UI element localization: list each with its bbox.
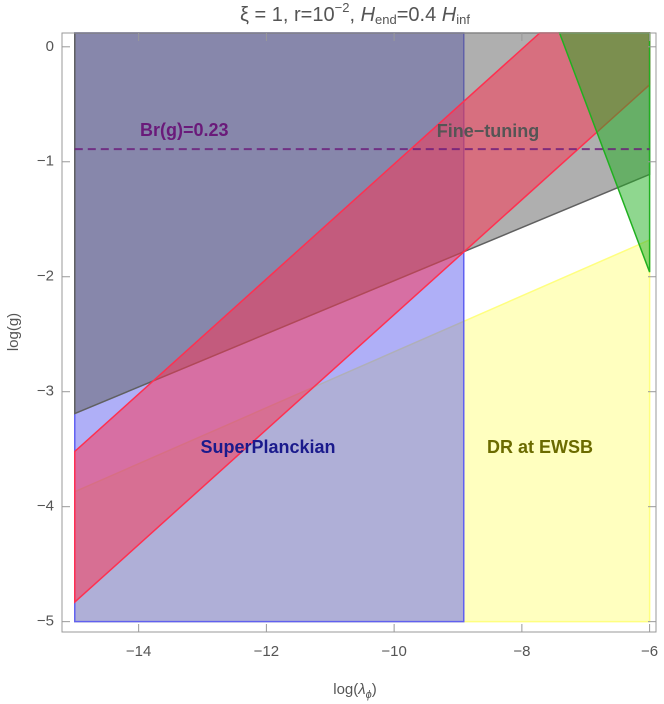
- label-part: log(: [333, 681, 358, 698]
- y-tick-label: −4: [37, 498, 54, 515]
- label-part: ): [372, 681, 377, 698]
- title-part: inf: [456, 12, 470, 27]
- x-tick-label: −6: [641, 643, 658, 660]
- title-part: end: [375, 12, 397, 27]
- region-label: DR at EWSB: [487, 437, 593, 457]
- y-tick-label: −3: [37, 383, 54, 400]
- x-axis-label: log(λϕ): [333, 681, 377, 701]
- y-axis-label: log(g): [5, 313, 22, 351]
- label-part: ϕ: [366, 689, 372, 701]
- x-tick-label: −12: [254, 643, 279, 660]
- title-part: −2: [335, 0, 350, 15]
- line-label: Br(g)=0.23: [140, 120, 229, 140]
- region-label: SuperPlanckian: [200, 437, 335, 457]
- title-part: =0.4: [397, 4, 442, 26]
- region-label: Fine−tuning: [437, 121, 540, 141]
- title-part: ,: [349, 4, 360, 26]
- y-tick-label: 0: [46, 38, 54, 55]
- y-tick-label: −5: [37, 613, 54, 630]
- y-tick-label: −1: [37, 153, 54, 170]
- y-tick-label: −2: [37, 268, 54, 285]
- label-part: λ: [357, 681, 365, 698]
- title-part: ξ = 1, r=10: [240, 4, 335, 26]
- chart-title: ξ = 1, r=10−2, Hend=0.4 Hinf: [240, 0, 470, 27]
- x-tick-label: −10: [381, 643, 406, 660]
- x-tick-label: −14: [126, 643, 151, 660]
- frame: [61, 32, 657, 633]
- x-tick-label: −8: [513, 643, 530, 660]
- title-part: H: [442, 4, 457, 26]
- title-part: H: [361, 4, 376, 26]
